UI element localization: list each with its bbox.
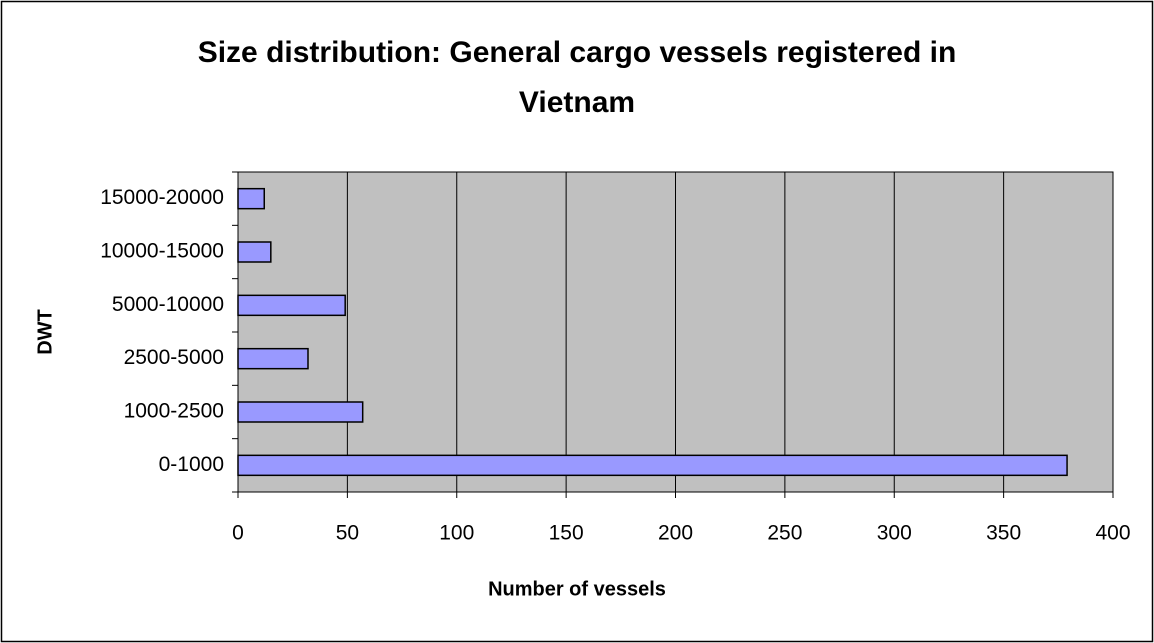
bar: [237, 294, 346, 317]
bar: [237, 401, 364, 423]
bar: [237, 187, 265, 210]
y-tick-label: 15000-20000: [100, 186, 224, 209]
x-tick-label: 350: [986, 522, 1021, 545]
y-axis-label: DWT: [34, 309, 56, 355]
y-tick-label: 2500-5000: [124, 346, 224, 369]
y-tick-label: 5000-10000: [112, 293, 224, 316]
x-tick-label: 100: [439, 522, 474, 545]
x-tick-label: 150: [549, 522, 584, 545]
x-axis-label: Number of vessels: [488, 578, 666, 600]
y-tick-label: 0-1000: [159, 453, 224, 476]
x-tick-label: 300: [877, 522, 912, 545]
bar: [237, 241, 272, 263]
x-tick-label: 250: [767, 522, 802, 545]
bar: [237, 347, 309, 370]
x-tick-label: 0: [232, 522, 244, 545]
chart-title: Size distribution: General cargo vessels…: [197, 36, 957, 119]
x-tick-label: 50: [336, 522, 359, 545]
bar: [237, 454, 1068, 477]
y-tick-label: 10000-15000: [100, 240, 224, 263]
y-tick-label: 1000-2500: [124, 400, 224, 423]
x-tick-label: 400: [1095, 522, 1130, 545]
x-tick-label: 200: [658, 522, 693, 545]
